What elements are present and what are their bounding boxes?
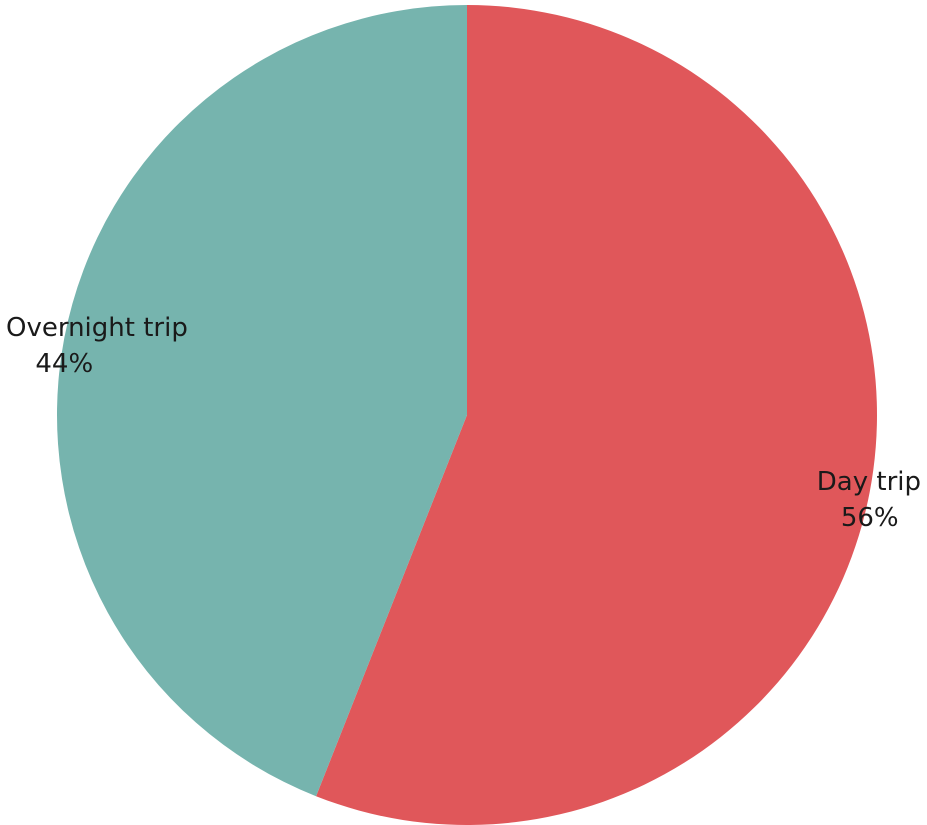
slice-label-overnight-trip: Overnight trip	[6, 313, 188, 343]
pie-slice-day-trip	[316, 5, 877, 825]
pie-slices	[56, 5, 877, 825]
slice-value-day-trip: 56%	[841, 503, 899, 533]
pie-labels: Day trip 56% Overnight trip 44%	[6, 313, 921, 533]
slice-label-day-trip: Day trip	[817, 467, 921, 497]
pie-slice-overnight-trip	[56, 5, 468, 797]
slice-value-overnight-trip: 44%	[35, 349, 93, 379]
